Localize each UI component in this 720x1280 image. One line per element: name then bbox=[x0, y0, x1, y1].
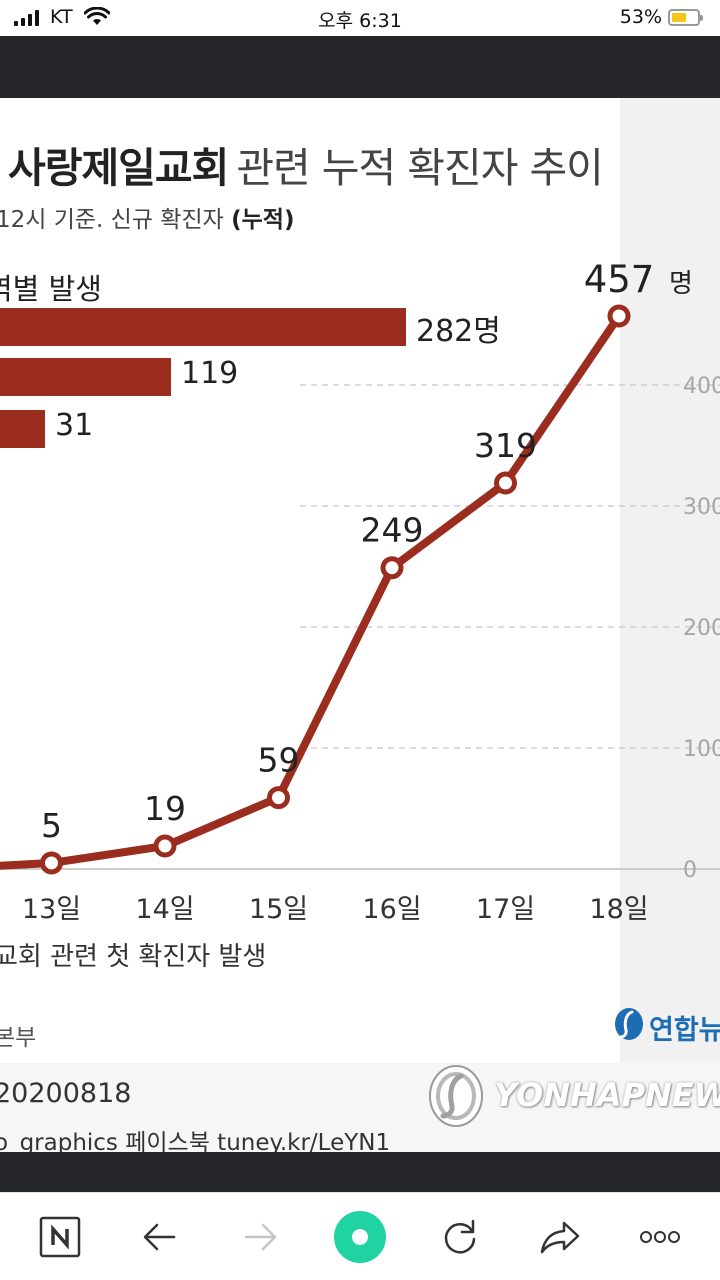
x-tick-label-3: 16일 bbox=[362, 894, 421, 925]
chart-subtitle: 12시 기준. 신규 확진자 (누적) bbox=[0, 200, 294, 234]
arrow-left-icon bbox=[143, 1223, 176, 1251]
arrow-right-icon bbox=[244, 1223, 277, 1251]
wifi-icon bbox=[84, 7, 110, 25]
yonhap-logo-icon bbox=[615, 1008, 643, 1040]
yonhap-logo-text: 연합뉴 bbox=[649, 1015, 720, 1046]
chart-subtitle-bold: (누적) bbox=[231, 207, 295, 233]
bar-2 bbox=[0, 410, 45, 448]
back-button[interactable] bbox=[134, 1211, 186, 1263]
x-tick-label-1: 14일 bbox=[135, 894, 194, 925]
data-label-2: 19 bbox=[144, 789, 186, 828]
chart-title-bold: 사랑제일교회 bbox=[8, 144, 229, 192]
y-tick-label-100: 100 bbox=[683, 737, 720, 762]
green-dot-button[interactable] bbox=[330, 1207, 390, 1267]
credit-strip bbox=[0, 1063, 720, 1152]
chart-title: 사랑제일교회 관련 누적 확진자 추이 bbox=[8, 134, 604, 194]
reload-button[interactable] bbox=[434, 1211, 486, 1263]
credit-line: o_graphics 페이스북 tuney.kr/LeYN1 bbox=[0, 1130, 391, 1152]
viewer-bottom-band bbox=[0, 1152, 720, 1192]
reload-icon bbox=[444, 1219, 476, 1254]
watermark-logo-icon bbox=[429, 1065, 483, 1127]
data-point-4 bbox=[380, 556, 404, 580]
infographic-image: 0 100 200 300 400 13일 14일 15일 16일 17일 18일 5 19 59 249 3… bbox=[0, 98, 720, 1152]
bar-label-1: 119 bbox=[181, 356, 239, 391]
more-button[interactable] bbox=[634, 1211, 686, 1263]
more-dots-icon bbox=[640, 1231, 680, 1243]
data-label-4: 249 bbox=[361, 511, 424, 550]
chart-subtitle-prefix: 12시 기준. 신규 확진자 bbox=[0, 207, 224, 233]
green-dot-icon bbox=[334, 1211, 386, 1263]
data-label-5: 319 bbox=[474, 426, 537, 465]
x-tick-label-5: 18일 bbox=[589, 894, 648, 925]
line-chart: 0 100 200 300 400 13일 14일 15일 16일 17일 18일 5 19 59 249 3… bbox=[0, 258, 720, 925]
y-tick-label-0: 0 bbox=[683, 858, 697, 883]
battery-icon bbox=[668, 9, 703, 26]
bar-label-2: 31 bbox=[55, 408, 94, 443]
data-label-1: 5 bbox=[41, 806, 62, 845]
series-line bbox=[0, 312, 623, 870]
naver-n-icon bbox=[39, 1216, 81, 1258]
data-label-unit: 명 bbox=[669, 269, 693, 299]
chart-note: 교회 관련 첫 확진자 발생 bbox=[0, 942, 267, 972]
bar-section-title: 역별 발생 bbox=[0, 272, 102, 306]
status-bar: KT 오후 6:31 53% bbox=[0, 0, 720, 36]
share-button[interactable] bbox=[534, 1211, 586, 1263]
chart-plot-background bbox=[0, 98, 620, 1063]
forward-button[interactable] bbox=[234, 1211, 286, 1263]
carrier-name: KT bbox=[50, 6, 73, 28]
bar-label-0: 282명 bbox=[416, 314, 501, 349]
data-point-3 bbox=[267, 786, 290, 810]
bar-0 bbox=[0, 308, 406, 346]
data-point-5 bbox=[494, 471, 517, 495]
data-label-6: 457 bbox=[584, 258, 655, 301]
data-point-6 bbox=[607, 304, 631, 328]
yonhap-watermark: YONHAPNEW bbox=[424, 1060, 720, 1132]
battery-percent: 53% bbox=[619, 6, 662, 28]
status-time: 오후 6:31 bbox=[318, 10, 402, 32]
x-tick-label-0: 13일 bbox=[22, 894, 81, 925]
bottom-toolbar bbox=[0, 1192, 720, 1280]
viewer-top-band bbox=[0, 36, 720, 98]
bar-1 bbox=[0, 358, 171, 396]
x-tick-label-4: 17일 bbox=[476, 894, 535, 925]
watermark-text: YONHAPNEW bbox=[494, 1076, 720, 1114]
date-code: 20200818 bbox=[0, 1078, 132, 1109]
yonhap-logo: 연합뉴 bbox=[612, 1004, 720, 1048]
data-label-3: 59 bbox=[258, 741, 300, 780]
data-point-2 bbox=[153, 834, 177, 858]
naver-home-button[interactable] bbox=[34, 1211, 86, 1263]
y-tick-label-300: 300 bbox=[683, 495, 720, 520]
chart-title-rest: 관련 누적 확진자 추이 bbox=[236, 144, 604, 192]
share-icon bbox=[540, 1221, 580, 1254]
data-point-1 bbox=[40, 851, 63, 875]
signal-icon bbox=[14, 10, 42, 26]
y-tick-label-200: 200 bbox=[683, 616, 720, 641]
chart-source: 본부 bbox=[0, 1025, 37, 1051]
x-tick-label-2: 15일 bbox=[249, 894, 308, 925]
y-tick-label-400: 400 bbox=[683, 374, 720, 399]
